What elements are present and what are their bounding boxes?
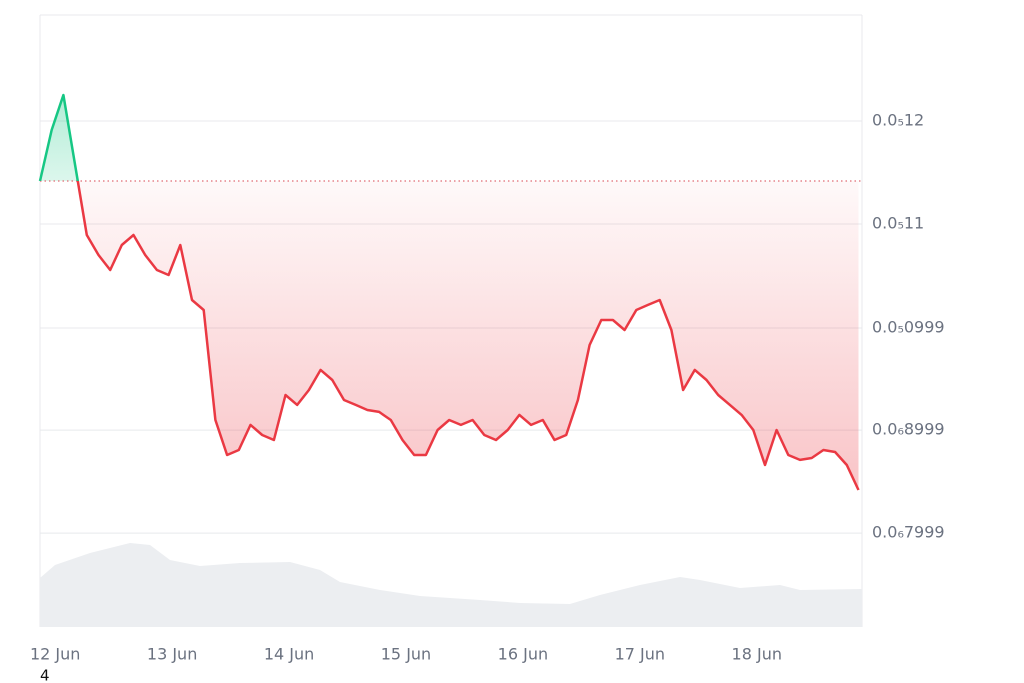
x-tick-label: 12 Jun: [30, 645, 80, 664]
y-tick-label: 0.0₅0999: [872, 318, 945, 337]
x-tick-label: 16 Jun: [498, 645, 548, 664]
footnote: 4: [40, 667, 50, 683]
x-tick-label: 15 Jun: [381, 645, 431, 664]
y-tick-label: 0.0₆8999: [872, 420, 945, 439]
area-fill: [40, 95, 859, 490]
volume-area: [40, 543, 862, 627]
y-tick-label: 0.0₆7999: [872, 523, 945, 542]
x-tick-label: 17 Jun: [615, 645, 665, 664]
x-tick-label: 18 Jun: [732, 645, 782, 664]
price-line: [38, 93, 860, 491]
x-tick-label: 14 Jun: [264, 645, 314, 664]
y-tick-label: 0.0₅12: [872, 110, 924, 129]
x-tick-label: 13 Jun: [147, 645, 197, 664]
y-tick-label: 0.0₅11: [872, 213, 924, 232]
